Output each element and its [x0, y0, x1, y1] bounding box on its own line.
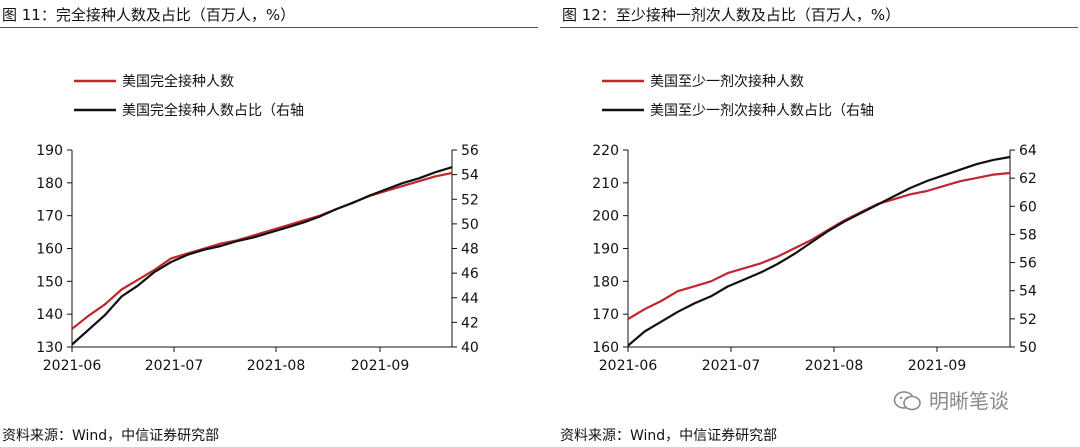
chart-svg: 130 140 150 160 170 180 190 40 42 44 46 48 50 52 54 56 2…	[36, 73, 479, 374]
watermark-text: 明晰笔谈	[929, 389, 1009, 413]
y-right-tick-label: 54	[461, 168, 479, 184]
chart-panel-right: 图 12：至少接种一剂次人数及占比（百万人，%） 160 170 180 190 200…	[540, 0, 1080, 447]
y-right-tick-label: 64	[1019, 143, 1037, 159]
x-tick-label: 2021-07	[145, 358, 204, 374]
chart-title: 图 12：至少接种一剂次人数及占比（百万人，%）	[562, 6, 901, 24]
y-left-tick-label: 160	[592, 340, 619, 356]
y-right-tick-label: 56	[1019, 256, 1037, 272]
legend-label: 美国完全接种人数占比（右轴	[122, 102, 304, 119]
y-left-tick-label: 180	[592, 274, 619, 290]
y-right-tick-label: 44	[461, 291, 479, 307]
y-right-tick-label: 42	[461, 315, 479, 331]
source-note: 资料来源：Wind，中信证券研究部	[560, 428, 778, 444]
y-right-tick-label: 54	[1019, 284, 1037, 300]
y-right-tick-label: 50	[1019, 340, 1037, 356]
y-right-tick-label: 50	[461, 217, 479, 233]
y-left-tick-label: 200	[592, 209, 619, 225]
legend-label: 美国至少一剂次接种人数占比（右轴	[650, 102, 874, 119]
x-tick-label: 2021-08	[805, 358, 864, 374]
source-note: 资料来源：Wind，中信证券研究部	[2, 428, 220, 444]
y-left-tick-label: 170	[36, 209, 63, 225]
title-rule	[560, 27, 1078, 28]
y-right-tick-label: 62	[1019, 171, 1037, 187]
chart-panel-left: 图 11：完全接种人数及占比（百万人，%） 130 140 150 160 170 180…	[0, 6, 538, 444]
series-line-share	[71, 166, 453, 346]
y-left-tick-label: 150	[36, 274, 63, 290]
y-left-tick-label: 210	[592, 176, 619, 192]
chart-svg: 160 170 180 190 200 210 220 50 52 54 56 58 60 62 64 202…	[592, 73, 1037, 374]
x-tick-label: 2021-06	[599, 358, 658, 374]
y-left-tick-label: 220	[592, 143, 619, 159]
y-left-tick-label: 190	[592, 242, 619, 258]
y-left-tick-label: 140	[36, 307, 63, 323]
y-left-tick-label: 130	[36, 340, 63, 356]
y-right-tick-label: 58	[1019, 227, 1037, 243]
series-line-share	[627, 155, 1011, 347]
series-line-count	[627, 171, 1011, 321]
y-left-tick-label: 160	[36, 242, 63, 258]
x-tick-label: 2021-09	[908, 358, 967, 374]
legend-label: 美国完全接种人数	[122, 73, 234, 90]
y-right-tick-label: 48	[461, 242, 479, 258]
x-tick-label: 2021-08	[247, 358, 306, 374]
title-rule	[0, 27, 538, 28]
legend-label: 美国至少一剂次接种人数	[650, 73, 804, 90]
y-right-tick-label: 60	[1019, 199, 1037, 215]
y-right-tick-label: 46	[461, 266, 479, 282]
y-right-tick-label: 56	[461, 143, 479, 159]
y-left-tick-label: 170	[592, 307, 619, 323]
series-line-count	[71, 171, 453, 330]
y-left-tick-label: 180	[36, 176, 63, 192]
y-right-tick-label: 52	[461, 192, 479, 208]
y-right-tick-label: 52	[1019, 312, 1037, 328]
chart-title: 图 11：完全接种人数及占比（百万人，%）	[2, 6, 296, 24]
y-left-tick-label: 190	[36, 143, 63, 159]
x-tick-label: 2021-07	[702, 358, 761, 374]
x-tick-label: 2021-06	[43, 358, 102, 374]
watermark: 明晰笔谈	[893, 385, 1009, 414]
y-right-tick-label: 40	[461, 340, 479, 356]
wechat-icon	[893, 391, 921, 411]
x-tick-label: 2021-09	[351, 358, 410, 374]
